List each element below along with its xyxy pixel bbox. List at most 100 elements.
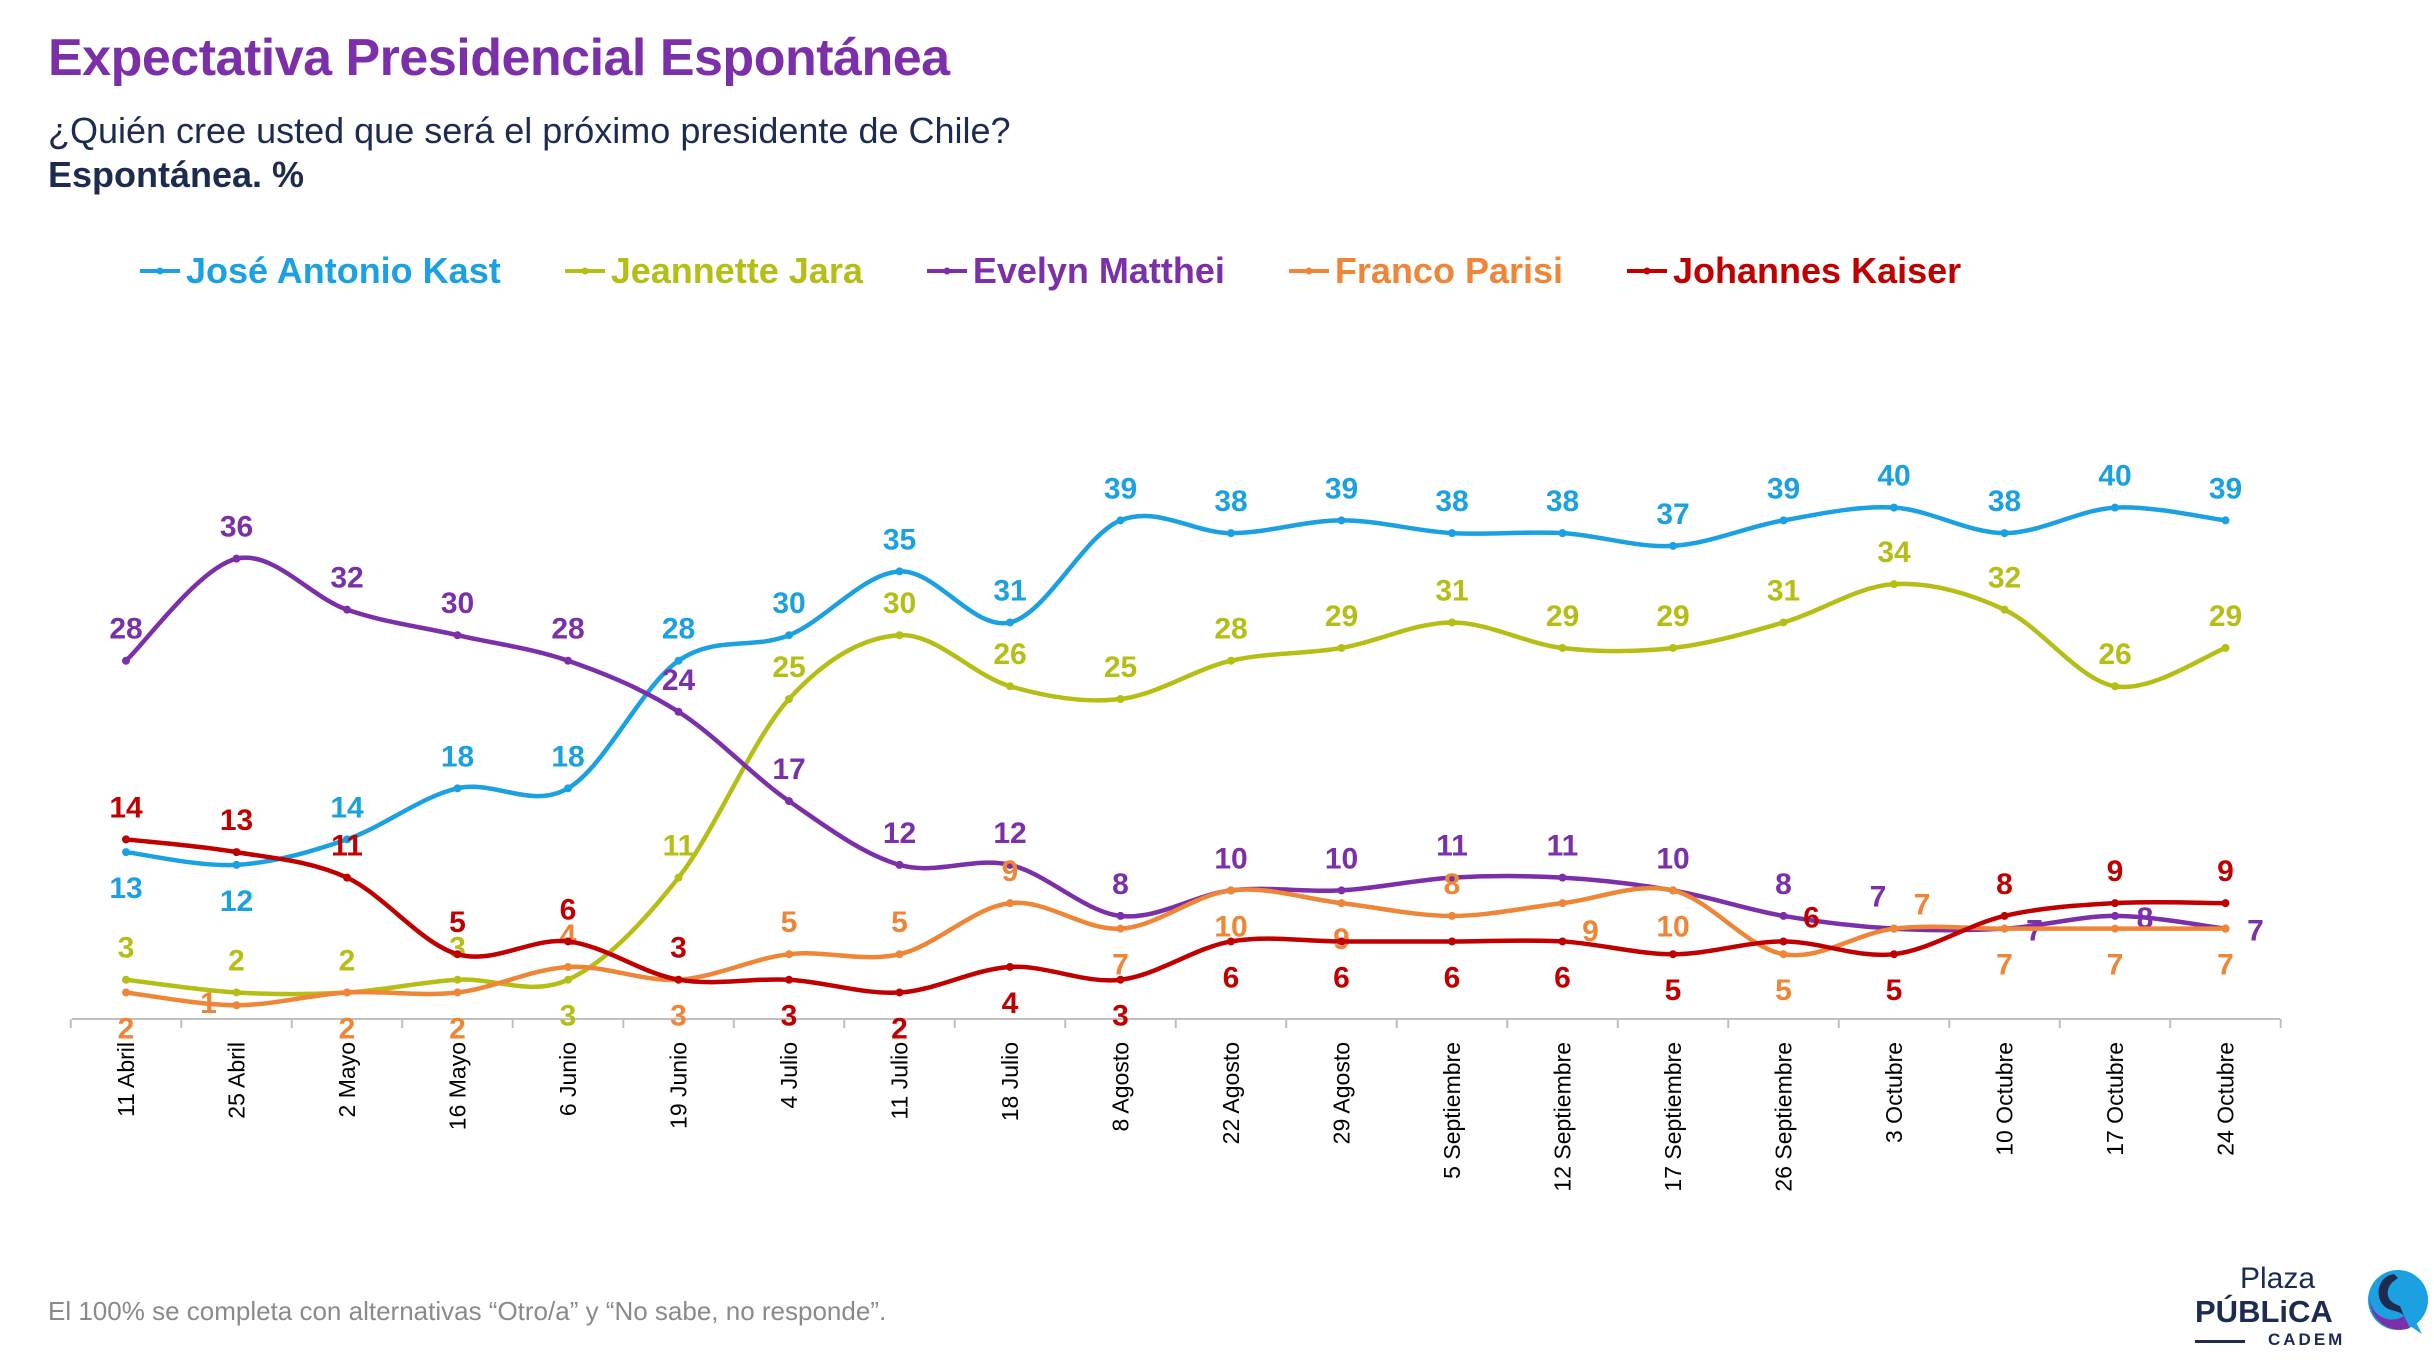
data-label: 11 — [331, 830, 363, 863]
chart-legend: José Antonio Kast Jeannette Jara Evelyn Ma… — [140, 250, 2025, 292]
data-point — [1337, 937, 1346, 946]
data-label: 7 — [2026, 915, 2043, 948]
data-point — [674, 656, 683, 665]
data-point — [2221, 899, 2230, 908]
unit-subtitle: Espontánea. % — [48, 154, 305, 195]
data-point — [1006, 860, 1014, 869]
data-label: 30 — [772, 587, 805, 620]
data-point — [2221, 924, 2230, 933]
data-point — [1448, 618, 1456, 627]
data-point — [2111, 682, 2119, 691]
data-point — [232, 554, 241, 563]
logo-text-plaza: Plaza — [2240, 1262, 2316, 1295]
data-point — [343, 873, 351, 882]
data-point — [1558, 643, 1567, 652]
data-label: 3 — [560, 1000, 577, 1033]
data-label: 30 — [883, 587, 916, 620]
data-point — [1448, 937, 1456, 946]
data-label: 8 — [1112, 868, 1129, 901]
data-label: 10 — [1214, 842, 1247, 875]
data-label: 31 — [1767, 574, 1800, 607]
data-point — [2000, 605, 2009, 614]
data-label: 29 — [1325, 600, 1358, 633]
data-point — [1116, 975, 1125, 984]
series-line — [125, 885, 2226, 1008]
data-label: 12 — [220, 885, 253, 918]
legend-item: Evelyn Matthei — [926, 250, 1225, 292]
data-point — [785, 950, 793, 959]
data-point — [453, 950, 462, 959]
data-label: 37 — [1656, 498, 1689, 531]
data-label: 11 — [1547, 830, 1579, 863]
data-point — [895, 860, 904, 869]
legend-item: José Antonio Kast — [140, 250, 501, 292]
data-label: 5 — [1886, 974, 1903, 1007]
legend-label: Johannes Kaiser — [1673, 250, 1962, 291]
data-label: 35 — [883, 523, 916, 556]
data-label: 5 — [1665, 974, 1682, 1007]
data-label: 2 — [449, 1012, 466, 1045]
data-label: 31 — [993, 574, 1026, 607]
logo-text-publica: PÚBLiCA — [2195, 1294, 2333, 1329]
x-tick-label: 11 Abril — [113, 1042, 139, 1117]
data-label: 13 — [220, 804, 253, 837]
data-point — [785, 975, 793, 984]
data-point — [2111, 899, 2119, 908]
data-label: 29 — [1546, 600, 1579, 633]
data-point — [1006, 618, 1014, 627]
data-label: 18 — [441, 740, 474, 773]
plaza-publica-cadem-logo: Plaza PÚBLiCA CADEM — [2190, 1262, 2430, 1352]
series-line — [125, 505, 2226, 868]
data-label: 11 — [1436, 830, 1468, 863]
data-point — [2000, 924, 2009, 933]
data-label: 5 — [449, 906, 466, 939]
data-point — [1558, 873, 1567, 882]
data-point — [2111, 503, 2119, 512]
question-subtitle: ¿Quién cree usted que será el próximo pr… — [48, 110, 1011, 151]
data-label: 8 — [1444, 868, 1461, 901]
x-tick-label: 5 Septiembre — [1439, 1042, 1465, 1179]
data-label: 26 — [2098, 638, 2131, 671]
data-point — [1890, 580, 1898, 589]
x-tick-label: 10 Octubre — [1992, 1042, 2018, 1156]
data-label: 30 — [441, 587, 474, 620]
data-point — [2111, 911, 2119, 920]
data-label: 7 — [2247, 915, 2264, 948]
data-label: 25 — [772, 651, 805, 684]
x-tick-label: 4 Julio — [776, 1042, 802, 1108]
data-point — [1779, 950, 1788, 959]
data-label: 9 — [1002, 855, 1019, 888]
data-label: 29 — [2209, 600, 2242, 633]
data-point — [1006, 962, 1014, 971]
legend-line-icon — [926, 267, 967, 275]
data-point — [1669, 886, 1677, 895]
logo-bar — [2195, 1340, 2245, 1343]
data-label: 36 — [220, 511, 253, 544]
legend-item: Jeannette Jara — [564, 250, 863, 292]
legend-label: Franco Parisi — [1334, 250, 1564, 291]
x-tick-label: 22 Agosto — [1218, 1042, 1244, 1144]
data-label: 18 — [551, 740, 584, 773]
data-point — [232, 848, 241, 857]
data-point — [1337, 516, 1346, 525]
data-label: 7 — [2217, 949, 2234, 982]
legend-label: Evelyn Matthei — [972, 250, 1225, 291]
data-label: 2 — [228, 944, 245, 977]
data-point — [1558, 529, 1567, 538]
data-label: 7 — [1996, 949, 2013, 982]
data-label: 6 — [1223, 961, 1240, 994]
data-point — [564, 784, 572, 793]
data-point — [895, 950, 904, 959]
data-point — [232, 860, 241, 869]
data-label: 4 — [1002, 987, 1019, 1020]
data-point — [895, 988, 904, 997]
data-label: 6 — [560, 893, 577, 926]
x-tick-label: 29 Agosto — [1329, 1042, 1355, 1144]
data-point — [1448, 529, 1456, 538]
data-point — [564, 937, 572, 946]
data-label: 39 — [2209, 472, 2242, 505]
data-label: 29 — [1656, 600, 1689, 633]
data-label: 12 — [993, 817, 1026, 850]
data-label: 14 — [109, 791, 143, 824]
legend-line-icon — [1288, 267, 1329, 275]
